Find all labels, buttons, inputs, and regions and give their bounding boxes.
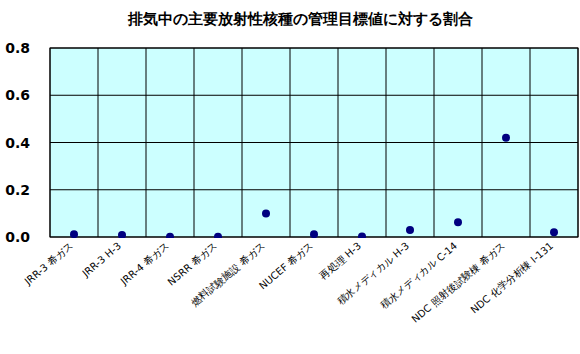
x-tick-label: NUCEF 希ガス bbox=[257, 240, 315, 292]
x-grid-line bbox=[290, 48, 291, 237]
data-point bbox=[214, 233, 222, 238]
data-point bbox=[358, 233, 366, 238]
x-grid-line bbox=[482, 48, 483, 237]
x-tick-label: JRR-4 希ガス bbox=[118, 240, 171, 287]
marks-group bbox=[70, 134, 558, 238]
data-point bbox=[262, 209, 270, 217]
x-tick-label: NDC 照射後試験棟 希ガス bbox=[409, 240, 507, 325]
y-tick-label: 0.0 bbox=[5, 229, 30, 245]
x-grid-line bbox=[386, 48, 387, 237]
data-point bbox=[118, 231, 126, 238]
x-tick-label: 燃料試験施設 希ガス bbox=[189, 240, 267, 308]
y-grid-line bbox=[50, 189, 578, 190]
x-tick-label: 積水メディカル C-14 bbox=[378, 240, 459, 310]
chart-svg: 排気中の主要放射性核種の管理目標値に対する割合 0.0 0.2 0.4 0.6 0.8 JR… bbox=[0, 0, 580, 354]
y-tick-label: 0.4 bbox=[5, 135, 30, 151]
chart-title: 排気中の主要放射性核種の管理目標値に対する割合 bbox=[127, 10, 473, 28]
x-grid-line bbox=[146, 48, 147, 237]
data-point bbox=[70, 230, 78, 238]
data-point bbox=[310, 230, 318, 238]
data-point bbox=[166, 233, 174, 238]
x-tick-label: JRR-3 希ガス bbox=[22, 240, 75, 287]
y-tick-label: 0.8 bbox=[5, 40, 30, 56]
y-tick-label: 0.2 bbox=[5, 182, 30, 198]
x-grid-line bbox=[194, 48, 195, 237]
x-tick-label: 再処理 H-3 bbox=[317, 240, 363, 281]
y-grid-line bbox=[50, 142, 578, 143]
data-point bbox=[454, 218, 462, 226]
x-grid-line bbox=[242, 48, 243, 237]
data-point bbox=[550, 228, 558, 236]
x-grid-line bbox=[338, 48, 339, 237]
plot-background bbox=[50, 48, 578, 237]
y-tick-label: 0.6 bbox=[5, 87, 30, 103]
chart-container: 排気中の主要放射性核種の管理目標値に対する割合 0.0 0.2 0.4 0.6 0.8 JR… bbox=[0, 0, 580, 354]
data-point bbox=[502, 134, 510, 142]
x-grid-line bbox=[434, 48, 435, 237]
y-grid-line bbox=[50, 95, 578, 96]
x-grid-line bbox=[530, 48, 531, 237]
plot-frame bbox=[50, 48, 578, 237]
data-point bbox=[406, 226, 414, 234]
x-tick-label: JRR-3 H-3 bbox=[79, 240, 123, 279]
x-grid-line bbox=[98, 48, 99, 237]
x-tick-label: NDC 化学分析棟 I-131 bbox=[468, 240, 555, 315]
